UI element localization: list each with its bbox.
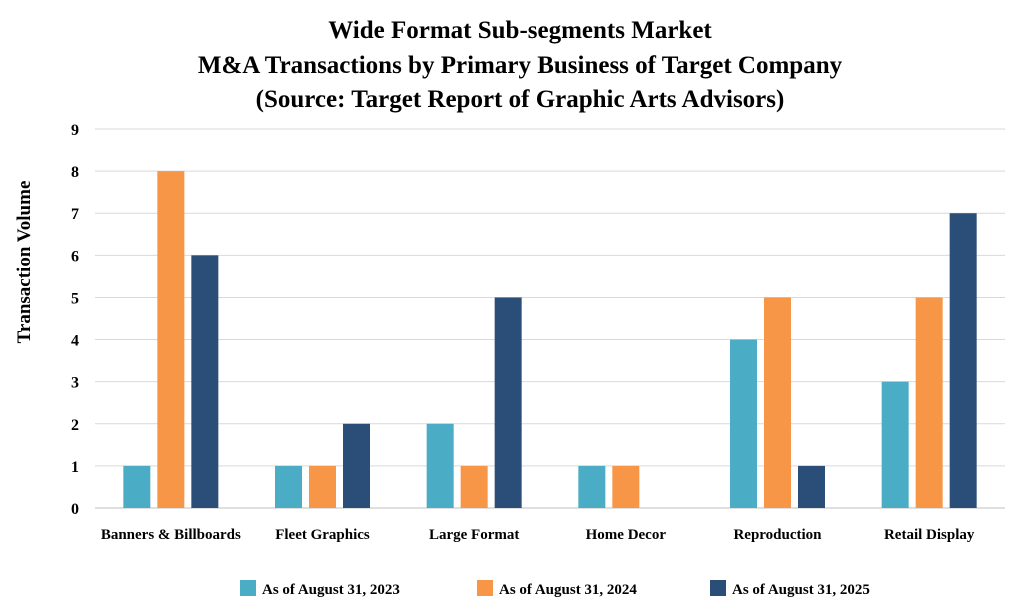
y-tick-label: 7 — [71, 206, 79, 223]
y-tick-label: 0 — [71, 501, 79, 518]
bar — [309, 465, 336, 508]
y-tick-label: 3 — [71, 375, 79, 392]
bar — [494, 297, 522, 508]
y-tick-label: 6 — [71, 248, 79, 265]
y-tick-label: 8 — [71, 164, 79, 181]
x-category-label: Home Decor — [586, 527, 667, 543]
y-tick-label: 9 — [71, 122, 79, 139]
chart-title-line-3: (Source: Target Report of Graphic Arts A… — [256, 86, 785, 113]
bar — [191, 255, 219, 508]
bar — [426, 423, 454, 508]
chart-title-line-1: Wide Format Sub-segments Market — [328, 17, 712, 44]
gridlines — [95, 128, 1005, 509]
legend-label: As of August 31, 2023 — [262, 582, 400, 598]
x-category-label: Reproduction — [733, 527, 822, 543]
bar — [578, 465, 606, 508]
bar — [730, 339, 757, 508]
x-category-label: Banners & Billboards — [101, 527, 241, 543]
legend-swatch — [477, 580, 493, 596]
bar — [798, 465, 825, 508]
bar — [612, 465, 640, 508]
bar — [764, 297, 791, 508]
bar — [157, 171, 185, 508]
bar — [123, 465, 151, 508]
y-tick-label: 1 — [71, 459, 79, 476]
x-category-label: Large Format — [429, 527, 519, 543]
bar — [949, 213, 977, 508]
chart-title: Wide Format Sub-segments Market M&A Tran… — [198, 17, 843, 113]
x-category-label: Fleet Graphics — [275, 527, 370, 543]
bar — [343, 423, 370, 508]
x-category-label: Retail Display — [884, 527, 975, 543]
y-tick-label: 2 — [71, 417, 79, 434]
y-axis-ticks: 0 1 2 3 4 5 6 7 8 9 — [71, 122, 79, 518]
bar — [275, 465, 302, 508]
y-tick-label: 5 — [71, 290, 79, 307]
bar — [881, 381, 909, 508]
legend-swatch — [240, 580, 256, 596]
legend-label: As of August 31, 2024 — [499, 582, 637, 598]
y-axis-title: Transaction Volume — [14, 181, 35, 344]
chart-title-line-2: M&A Transactions by Primary Business of … — [198, 52, 843, 79]
x-axis-categories: Banners & Billboards Fleet Graphics Large … — [101, 527, 975, 543]
legend-label: As of August 31, 2025 — [732, 582, 870, 598]
bar — [915, 297, 943, 508]
legend: As of August 31, 2023 As of August 31, 20… — [240, 580, 870, 598]
bar — [460, 465, 488, 508]
bars — [123, 171, 977, 508]
y-tick-label: 4 — [71, 333, 79, 350]
legend-swatch — [710, 580, 726, 596]
